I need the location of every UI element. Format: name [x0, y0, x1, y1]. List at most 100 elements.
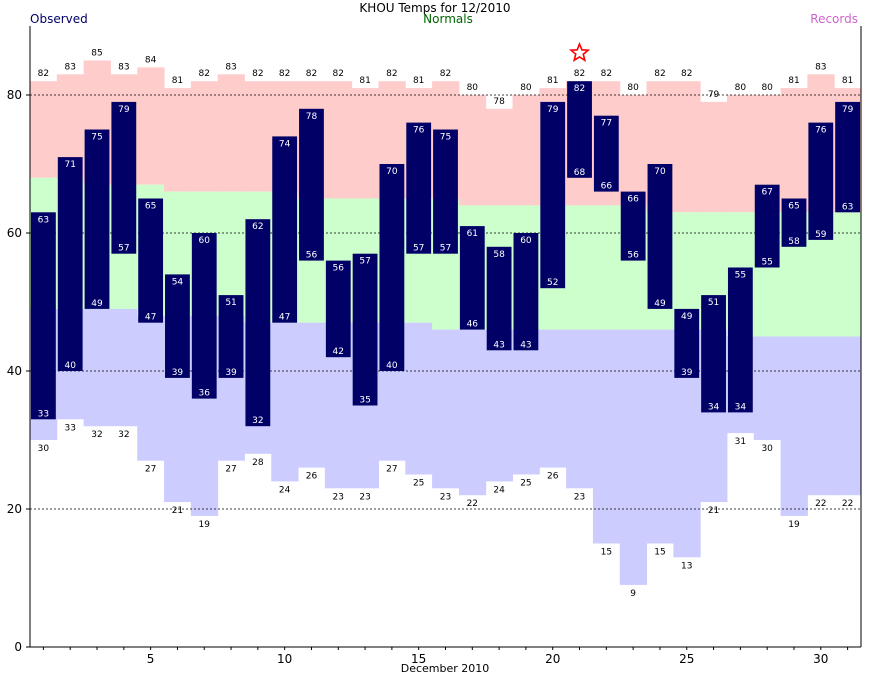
- observed-bar: [486, 246, 512, 351]
- observed-low-label: 68: [574, 168, 586, 178]
- observed-bar: [272, 136, 298, 323]
- record-high-label: 82: [38, 69, 49, 79]
- normal-band: [592, 205, 621, 330]
- observed-low-label: 56: [627, 251, 639, 261]
- y-tick-label: 20: [7, 502, 22, 516]
- observed-low-label: 66: [601, 182, 613, 192]
- normal-band: [217, 191, 245, 316]
- record-high-label: 83: [815, 62, 826, 72]
- observed-low-label: 39: [681, 368, 693, 378]
- record-low-label: 28: [252, 458, 264, 468]
- observed-low-label: 46: [467, 320, 479, 330]
- record-high-band: [700, 101, 728, 213]
- record-low-label: 22: [842, 499, 853, 509]
- record-high-label: 81: [788, 76, 799, 86]
- observed-high-label: 70: [654, 167, 666, 177]
- record-high-label: 82: [252, 69, 263, 79]
- record-low-label: 23: [574, 492, 585, 502]
- record-low-band: [512, 329, 540, 475]
- observed-low-label: 47: [145, 313, 156, 323]
- record-high-label: 82: [654, 69, 665, 79]
- record-low-label: 23: [359, 492, 370, 502]
- record-low-label: 26: [306, 472, 318, 482]
- observed-high-label: 77: [601, 119, 612, 129]
- observed-bar: [57, 157, 83, 371]
- observed-low-label: 40: [64, 361, 76, 371]
- observed-low-label: 43: [520, 340, 531, 350]
- plot-area: 0 20 40 60 80 5 10 15 20 25 30 63 33 71 40 75 49 79 57 65 47…: [7, 26, 862, 666]
- normal-band: [834, 212, 862, 337]
- record-low-label: 9: [630, 589, 636, 599]
- observed-low-label: 56: [306, 251, 318, 261]
- y-tick-label: 80: [7, 88, 22, 102]
- record-high-band: [244, 81, 272, 192]
- x-tick-label: 30: [813, 652, 828, 666]
- record-low-label: 25: [413, 479, 424, 489]
- observed-low-label: 43: [493, 340, 504, 350]
- observed-low-label: 47: [279, 313, 290, 323]
- record-low-label: 22: [467, 499, 478, 509]
- observed-bar: [31, 212, 56, 420]
- record-high-band: [485, 108, 514, 206]
- observed-high-label: 76: [413, 126, 425, 136]
- record-low-label: 30: [38, 444, 50, 454]
- record-high-label: 83: [64, 62, 75, 72]
- observed-bar: [299, 108, 324, 261]
- record-low-band: [110, 308, 138, 427]
- observed-high-label: 76: [815, 126, 827, 136]
- record-high-band: [673, 81, 701, 213]
- observed-low-label: 40: [386, 361, 398, 371]
- record-star-icon: [568, 41, 591, 63]
- record-low-band: [619, 329, 648, 585]
- observed-high-label: 78: [306, 112, 318, 122]
- record-high-band: [458, 95, 487, 206]
- observed-bar: [781, 198, 807, 247]
- x-axis-label: December 2010: [401, 662, 490, 675]
- record-low-label: 24: [493, 485, 505, 495]
- record-low-label: 32: [91, 430, 102, 440]
- legend-normals: Normals: [423, 12, 473, 26]
- record-low-label: 19: [199, 520, 211, 530]
- observed-bar: [754, 184, 780, 268]
- record-low-band: [83, 308, 111, 427]
- observed-high-label: 75: [440, 133, 451, 143]
- record-high-label: 83: [118, 62, 129, 72]
- record-high-label: 81: [172, 76, 183, 86]
- record-high-label: 80: [520, 83, 532, 93]
- observed-low-label: 35: [359, 396, 370, 406]
- observed-bar: [218, 295, 244, 378]
- record-high-band: [726, 95, 755, 213]
- record-low-label: 27: [386, 465, 397, 475]
- observed-bar: [84, 129, 110, 309]
- record-high-label: 81: [547, 76, 558, 86]
- record-high-label: 80: [761, 83, 773, 93]
- record-high-label: 82: [333, 69, 344, 79]
- observed-low-label: 34: [708, 402, 720, 412]
- observed-bar: [593, 115, 619, 192]
- observed-bar: [727, 267, 753, 413]
- observed-bar: [191, 233, 217, 399]
- observed-bar: [352, 253, 378, 406]
- record-low-label: 22: [815, 499, 826, 509]
- y-tick-label: 0: [14, 640, 22, 654]
- record-low-label: 21: [172, 506, 183, 516]
- x-tick-label: 5: [147, 652, 155, 666]
- chart-title: KHOU Temps for 12/2010: [359, 1, 510, 15]
- x-tick-label: 25: [679, 652, 694, 666]
- observed-high-label: 62: [252, 222, 263, 232]
- observed-bar: [835, 101, 860, 213]
- legend-records: Records: [810, 12, 858, 26]
- record-high-label: 82: [574, 69, 585, 79]
- observed-bar: [540, 101, 566, 289]
- record-high-band: [619, 95, 648, 206]
- record-low-band: [271, 322, 299, 482]
- record-high-band: [512, 95, 540, 206]
- legend-observed: Observed: [30, 12, 88, 26]
- record-low-band: [458, 329, 487, 496]
- observed-high-label: 60: [520, 236, 532, 246]
- record-low-label: 31: [735, 437, 746, 447]
- observed-high-label: 74: [279, 139, 291, 149]
- record-low-label: 27: [145, 465, 156, 475]
- record-low-band: [539, 329, 567, 468]
- record-high-label: 82: [306, 69, 317, 79]
